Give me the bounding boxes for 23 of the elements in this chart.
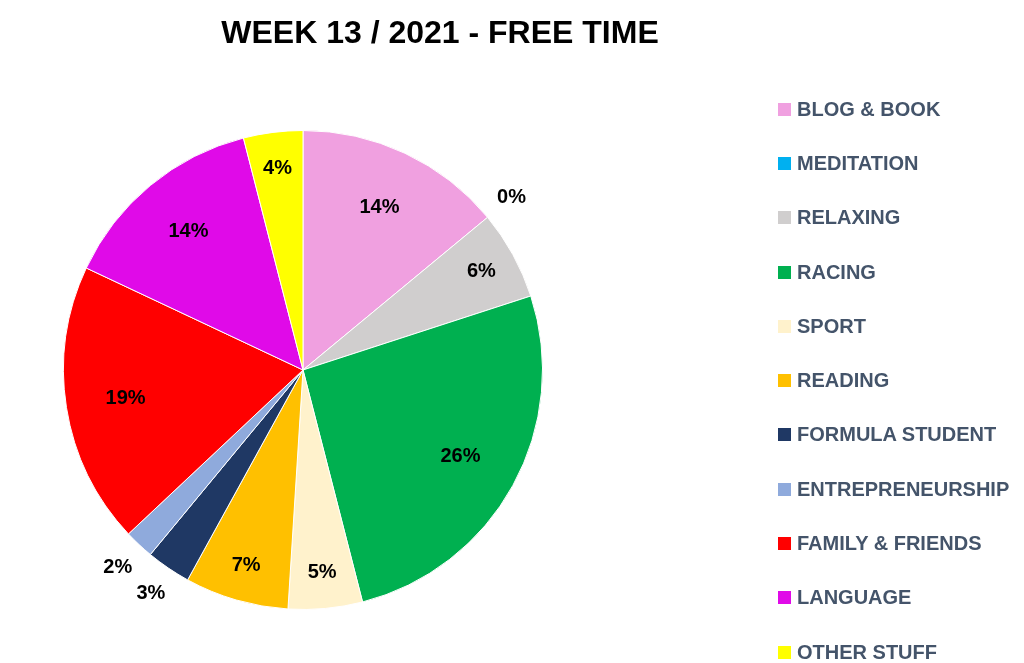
chart-title: WEEK 13 / 2021 - FREE TIME [220,14,660,51]
data-label: 14% [359,194,400,217]
data-label: 14% [168,219,209,242]
data-label: 7% [231,553,261,576]
legend-label: OTHER STUFF [797,640,937,663]
legend-label: SPORT [797,314,866,338]
legend-label: RELAXING [797,206,901,230]
data-label: 4% [263,155,293,178]
legend-label: FAMILY & FRIENDS [797,532,982,556]
legend-label: ENTREPRENEURSHIP [797,477,1010,501]
data-label: 2% [103,554,133,577]
data-label: 3% [136,581,166,604]
data-label: 6% [466,259,497,282]
legend-label: MEDITATION [797,151,919,175]
data-label: 19% [105,385,146,408]
legend-label: LANGUAGE [797,586,912,610]
legend-label: READING [797,369,890,393]
data-label: 26% [440,444,481,467]
legend-label: RACING [797,260,876,284]
legend-label: FORMULA STUDENT [797,423,997,447]
data-label: 5% [307,560,337,583]
legend-label: BLOG & BOOK [797,97,941,121]
text: 0% [497,185,526,208]
